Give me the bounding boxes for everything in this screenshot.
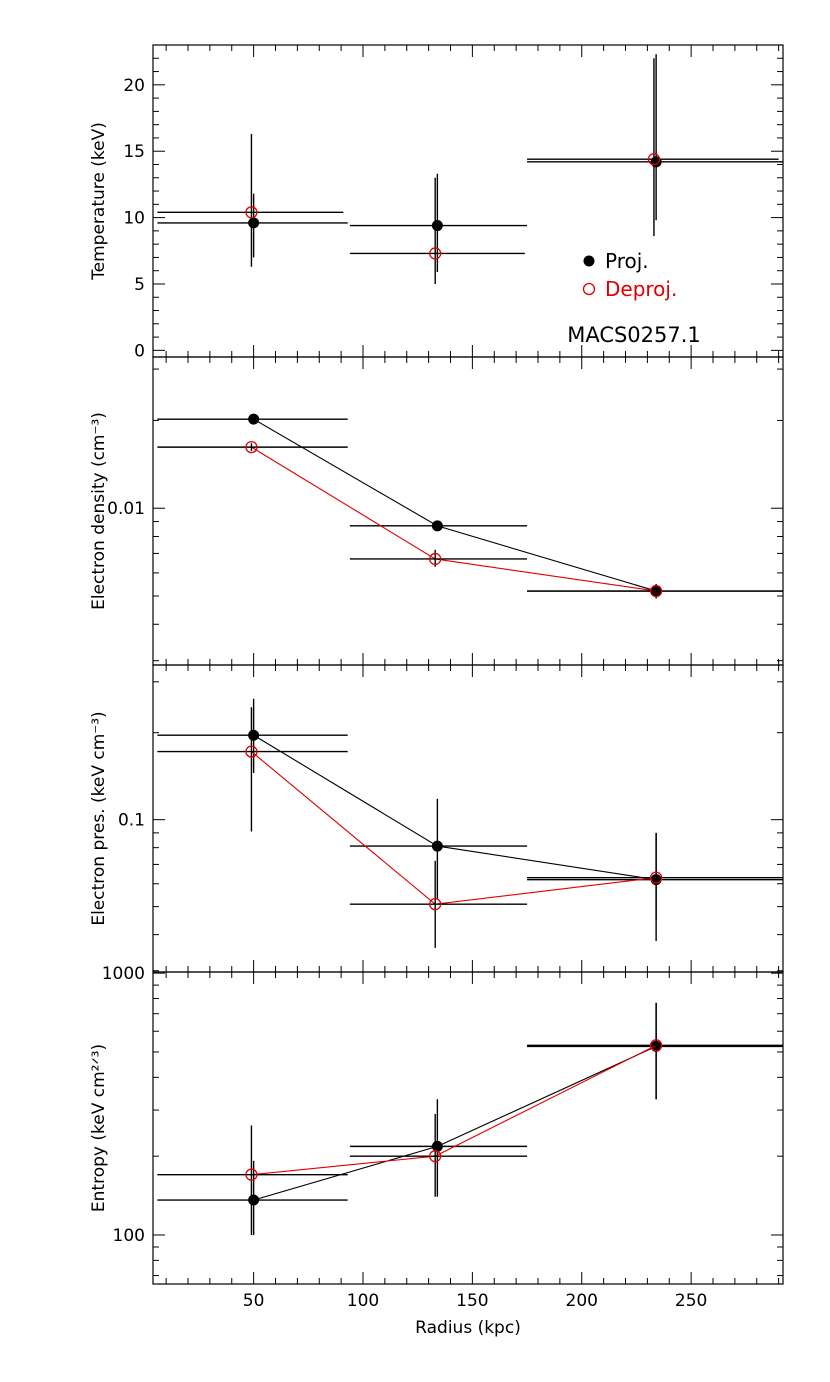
y-axis-label-pressure: Electron pres. (keV cm⁻³) [89, 711, 109, 925]
connect-line-deproj [251, 751, 657, 905]
x-tick-label: 250 [675, 1291, 707, 1311]
connect-line-proj [253, 734, 657, 881]
series-deproj-pressure [157, 707, 783, 948]
y-tick-label-density: 0.01 [107, 499, 145, 519]
x-tick-label: 50 [243, 1291, 265, 1311]
data-point-deproj [429, 552, 442, 566]
panel-entropy: 100 1000 Entropy (keV cm²ᐟ³) [89, 964, 784, 1285]
x-tick-label: 200 [566, 1291, 598, 1311]
series-deproj-entropy [157, 1002, 783, 1236]
data-point-deproj [245, 440, 258, 454]
panel-pressure: 0.1 Electron pres. (keV cm⁻³) [89, 664, 784, 973]
data-point-deproj [429, 247, 442, 260]
y-tick-label-temperature: 10 [123, 209, 145, 229]
data-point-deproj [649, 871, 663, 884]
y-tick-label-temperature: 15 [123, 142, 145, 162]
x-tick-label: 150 [456, 1291, 488, 1311]
data-point-proj [248, 729, 260, 741]
connect-line-proj [253, 418, 657, 592]
data-point-deproj [245, 206, 258, 219]
connect-line-deproj [251, 446, 657, 592]
legend: Proj. Deproj. [582, 249, 677, 301]
y-tick-label-temperature: 20 [123, 76, 145, 96]
x-axis: 50 100 150 200 250 [243, 1291, 708, 1311]
legend-marker-deproj [582, 282, 596, 296]
data-point-deproj [649, 1039, 663, 1052]
data-point-deproj [245, 745, 258, 758]
panel-frame-density [152, 356, 784, 666]
y-tick-label-temperature: 5 [134, 275, 145, 295]
series-deproj-temperature [157, 58, 779, 284]
y-tick-label-temperature: 0 [134, 341, 145, 361]
y-axis-label-temperature: Temperature (keV) [89, 122, 109, 281]
legend-label-proj: Proj. [605, 249, 649, 273]
data-point-proj [248, 217, 260, 229]
data-point-deproj [649, 584, 663, 598]
series-deproj-density [157, 440, 783, 599]
data-point-proj [248, 413, 260, 425]
panel-frame-pressure [152, 664, 784, 973]
legend-marker-proj [583, 255, 595, 267]
y-tick-label-entropy: 1000 [102, 964, 145, 984]
cluster-name-annotation: MACS0257.1 [567, 323, 701, 347]
data-point-deproj [245, 1168, 258, 1181]
x-axis-label: Radius (kpc) [415, 1318, 521, 1338]
data-point-proj [248, 1194, 260, 1206]
panel-frame-entropy [152, 971, 784, 1285]
panel-frame-temperature [152, 44, 784, 358]
y-axis-label-entropy: Entropy (keV cm²ᐟ³) [89, 1044, 109, 1212]
data-point-proj [431, 220, 443, 232]
data-point-deproj [429, 898, 442, 911]
data-point-proj [431, 520, 443, 532]
data-point-proj [650, 156, 662, 168]
panel-temperature: 0 5 10 15 20 Temperature (keV) [89, 44, 784, 361]
y-axis-label-density: Electron density (cm⁻³) [89, 412, 109, 610]
x-tick-label: 100 [347, 1291, 379, 1311]
data-point-deproj [429, 1150, 442, 1163]
data-point-proj [431, 1140, 443, 1152]
connect-line-proj [253, 1045, 657, 1201]
data-point-deproj [647, 153, 661, 166]
y-tick-label-pressure: 0.1 [118, 811, 145, 831]
legend-label-deproj: Deproj. [605, 277, 677, 301]
y-tick-label-entropy: 100 [113, 1226, 145, 1246]
series-proj-temperature [157, 54, 783, 273]
data-point-proj [431, 840, 443, 852]
connect-line-deproj [251, 1044, 657, 1176]
